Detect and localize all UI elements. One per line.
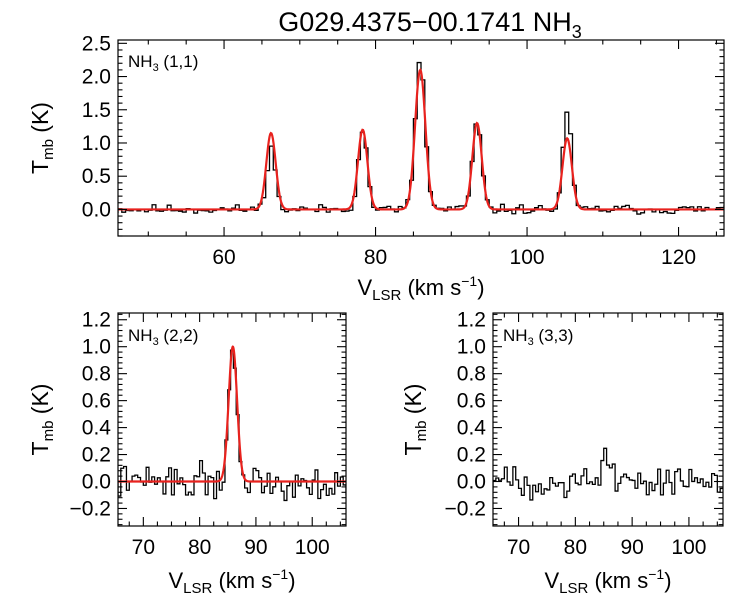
- x-tick-label: 100: [510, 246, 545, 269]
- y-axis-label: Tmb (K): [27, 102, 57, 174]
- fit-curve: [118, 67, 724, 211]
- y-tick-label: 0.0: [82, 198, 111, 221]
- y-tick-label: 0.2: [82, 444, 111, 467]
- nh3-33-panel: 70 80 90 100 −0.2 0.0 0.2 0.4 0.6 0.8 1.0 1.2 NH3 (3…: [400, 309, 724, 597]
- y-tick-label: 0.5: [82, 165, 111, 188]
- transition-label: NH3 (1,1): [128, 52, 198, 74]
- x-tick-label: 60: [212, 246, 235, 269]
- y-tick-label: 0.2: [457, 444, 486, 467]
- nh3-22-panel: 70 80 90 100 −0.2 0.0 0.2 0.4 0.6 0.8 1.0 1.2 NH3 (2…: [27, 309, 347, 597]
- y-tick-label: 0.4: [457, 417, 487, 440]
- x-tick-label: 80: [364, 246, 387, 269]
- plot-frame: [117, 312, 347, 527]
- x-tick-label: 90: [620, 536, 643, 559]
- x-tick-label: 100: [671, 536, 706, 559]
- y-tick-label: 0.6: [457, 390, 486, 413]
- tick-marks: [493, 313, 723, 526]
- x-tick-label: 70: [507, 536, 530, 559]
- figure-title: G029.4375−00.1741 NH3: [278, 7, 582, 42]
- y-tick-label: 0.0: [457, 471, 486, 494]
- y-tick-label: −0.2: [70, 497, 111, 520]
- x-tick-label: 120: [661, 246, 696, 269]
- y-tick-label: 0.6: [82, 390, 111, 413]
- y-tick-label: 2.0: [82, 66, 111, 89]
- x-tick-label: 90: [244, 536, 267, 559]
- y-tick-label: 1.0: [82, 132, 111, 155]
- observed-spectrum: [493, 447, 723, 501]
- tick-marks: [118, 40, 724, 237]
- y-tick-label: 0.8: [457, 363, 486, 386]
- y-tick-label: 1.2: [82, 309, 111, 332]
- y-tick-label: 1.0: [457, 336, 486, 359]
- plot-frame: [117, 39, 725, 237]
- y-tick-label: 0.0: [82, 471, 111, 494]
- x-axis-label: VLSR (km s−1): [168, 566, 295, 597]
- x-tick-label: 70: [132, 536, 155, 559]
- y-tick-label: 1.5: [82, 99, 111, 122]
- y-axis-label: Tmb (K): [27, 384, 57, 456]
- plot-frame: [492, 312, 724, 527]
- tick-marks: [118, 313, 346, 526]
- y-tick-label: 0.4: [82, 417, 112, 440]
- y-tick-label: 1.2: [457, 309, 486, 332]
- y-tick-label: 1.0: [82, 336, 111, 359]
- nh3-11-panel: 60 80 100 120 0.0 0.5 1.0 1.5 2.0 2.5 NH3 (1,1) VLS…: [27, 32, 725, 304]
- x-tick-label: 80: [564, 536, 587, 559]
- x-tick-label: 80: [188, 536, 211, 559]
- y-tick-label: 2.5: [82, 32, 111, 55]
- x-tick-label: 100: [295, 536, 330, 559]
- transition-label: NH3 (3,3): [503, 326, 573, 348]
- observed-spectrum: [118, 349, 346, 502]
- fit-curve: [118, 345, 346, 483]
- x-axis-label: VLSR (km s−1): [357, 273, 484, 304]
- x-axis-label: VLSR (km s−1): [544, 566, 671, 597]
- figure-title-subscript: 3: [572, 22, 582, 42]
- y-tick-label: −0.2: [445, 497, 486, 520]
- y-tick-label: 0.8: [82, 363, 111, 386]
- transition-label: NH3 (2,2): [128, 326, 198, 348]
- y-axis-label: Tmb (K): [400, 384, 430, 456]
